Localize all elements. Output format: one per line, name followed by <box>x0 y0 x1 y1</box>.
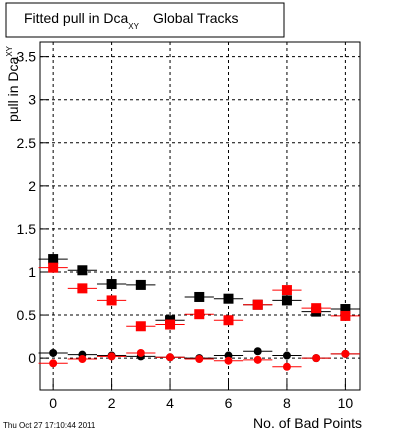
y-label-sub: XY <box>5 45 14 56</box>
x-tick-label: 2 <box>108 395 116 411</box>
point <box>281 295 292 306</box>
point <box>77 283 88 294</box>
point <box>166 353 175 362</box>
title-sub: XY <box>128 22 139 31</box>
point <box>340 304 351 315</box>
y-tick-label: 1.5 <box>17 221 37 237</box>
y-tick-label: 3 <box>28 92 36 108</box>
point <box>194 291 205 302</box>
point <box>78 354 87 363</box>
y-tick-label: 2.5 <box>17 135 37 151</box>
point <box>106 279 117 290</box>
point <box>135 321 146 332</box>
y-tick-label: 2 <box>28 178 36 194</box>
x-tick-label: 0 <box>49 395 57 411</box>
point <box>106 295 117 306</box>
point <box>282 362 291 371</box>
point <box>107 352 116 361</box>
point <box>194 309 205 320</box>
point <box>136 348 145 357</box>
y-axis-label: pull in DcaXY <box>5 45 21 122</box>
point <box>312 354 321 363</box>
y-tick-label: 0 <box>28 350 36 366</box>
title-box <box>5 2 285 38</box>
x-tick-label: 8 <box>283 395 291 411</box>
point <box>224 356 233 365</box>
point <box>195 354 204 363</box>
point <box>253 347 262 356</box>
point <box>281 285 292 296</box>
chart-title: Fitted pull in DcaXY Global Tracks <box>24 10 239 31</box>
point <box>223 293 234 304</box>
point <box>340 310 351 321</box>
x-axis-label: No. of Bad Points <box>253 415 362 431</box>
footer: Thu Oct 27 17:10:44 2011 <box>3 421 96 430</box>
y-tick-label: 3.5 <box>17 49 37 65</box>
point <box>48 254 59 265</box>
y-tick-label: 1 <box>28 264 36 280</box>
point <box>49 359 58 368</box>
y-label-main: pull in Dca <box>5 56 21 122</box>
point <box>252 299 263 310</box>
x-tick-label: 6 <box>225 395 233 411</box>
point <box>165 319 176 330</box>
point <box>253 355 262 364</box>
point <box>49 348 58 357</box>
y-tick-label: 0.5 <box>17 307 37 323</box>
point <box>341 349 350 358</box>
point <box>223 315 234 326</box>
x-tick-label: 10 <box>338 395 354 411</box>
point <box>48 262 59 273</box>
point <box>135 279 146 290</box>
point <box>77 265 88 276</box>
point <box>282 351 291 360</box>
x-tick-label: 4 <box>166 395 174 411</box>
title-rest: Global Tracks <box>153 10 239 26</box>
plot-frame <box>39 41 361 391</box>
point <box>311 303 322 314</box>
title-main: Fitted pull in Dca <box>24 10 128 26</box>
